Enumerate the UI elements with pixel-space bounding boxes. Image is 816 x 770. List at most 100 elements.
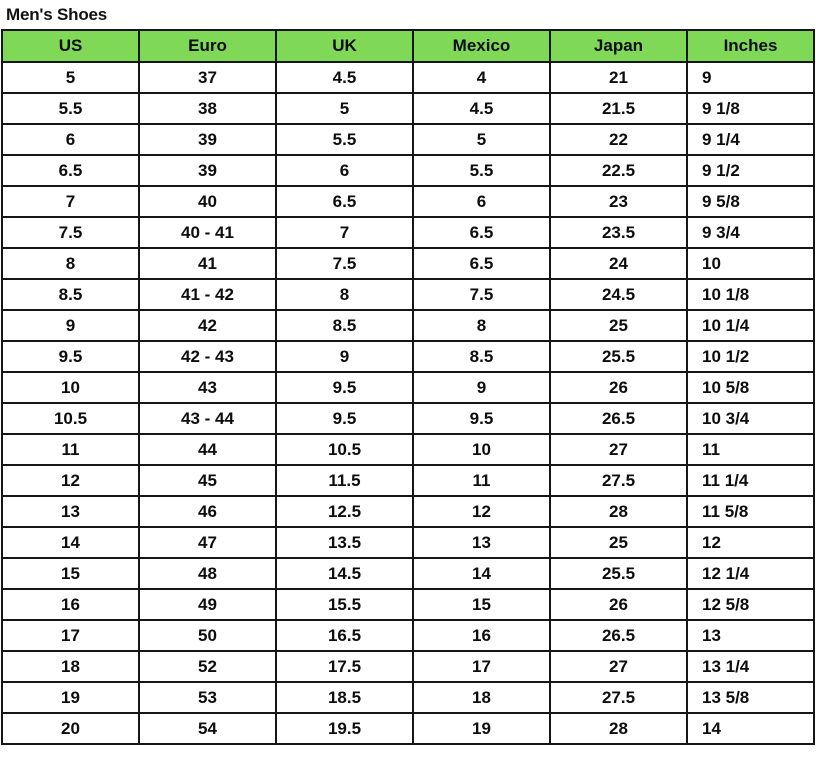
- cell-us: 16: [1, 588, 140, 621]
- cell-japan: 25.5: [549, 340, 688, 373]
- column-header-euro: Euro: [138, 29, 277, 63]
- cell-inches: 9: [686, 61, 815, 94]
- cell-japan: 24.5: [549, 278, 688, 311]
- cell-uk: 12.5: [275, 495, 414, 528]
- cell-mexico: 13: [412, 526, 551, 559]
- cell-uk: 9.5: [275, 402, 414, 435]
- cell-mexico: 4.5: [412, 92, 551, 125]
- cell-uk: 6.5: [275, 185, 414, 218]
- cell-uk: 10.5: [275, 433, 414, 466]
- cell-uk: 18.5: [275, 681, 414, 714]
- cell-mexico: 8.5: [412, 340, 551, 373]
- column-header-uk: UK: [275, 29, 414, 63]
- shoe-size-table: US Euro UK Mexico Japan Inches 5 37 4.5 4 21 9 5.5 3…: [1, 29, 815, 745]
- column-header-us: US: [1, 29, 140, 63]
- cell-uk: 11.5: [275, 464, 414, 497]
- cell-mexico: 7.5: [412, 278, 551, 311]
- cell-uk: 15.5: [275, 588, 414, 621]
- table-row: 13 46 12.5 12 28 11 5/8: [1, 495, 815, 528]
- cell-us: 17: [1, 619, 140, 652]
- cell-inches: 12 5/8: [686, 588, 815, 621]
- cell-us: 8.5: [1, 278, 140, 311]
- cell-euro: 49: [138, 588, 277, 621]
- table-row: 8 41 7.5 6.5 24 10: [1, 247, 815, 280]
- table-row: 6 39 5.5 5 22 9 1/4: [1, 123, 815, 156]
- cell-mexico: 5.5: [412, 154, 551, 187]
- cell-us: 7: [1, 185, 140, 218]
- cell-japan: 25: [549, 309, 688, 342]
- cell-mexico: 10: [412, 433, 551, 466]
- cell-us: 9.5: [1, 340, 140, 373]
- cell-us: 11: [1, 433, 140, 466]
- cell-mexico: 14: [412, 557, 551, 590]
- table-header: US Euro UK Mexico Japan Inches: [1, 29, 815, 63]
- cell-euro: 40: [138, 185, 277, 218]
- cell-us: 19: [1, 681, 140, 714]
- cell-us: 9: [1, 309, 140, 342]
- cell-uk: 13.5: [275, 526, 414, 559]
- cell-us: 8: [1, 247, 140, 280]
- cell-euro: 50: [138, 619, 277, 652]
- cell-us: 6.5: [1, 154, 140, 187]
- cell-mexico: 11: [412, 464, 551, 497]
- cell-japan: 23: [549, 185, 688, 218]
- cell-uk: 14.5: [275, 557, 414, 590]
- table-row: 8.5 41 - 42 8 7.5 24.5 10 1/8: [1, 278, 815, 311]
- cell-mexico: 5: [412, 123, 551, 156]
- cell-euro: 39: [138, 154, 277, 187]
- column-header-inches: Inches: [686, 29, 815, 63]
- cell-inches: 11 5/8: [686, 495, 815, 528]
- cell-japan: 26: [549, 371, 688, 404]
- cell-japan: 27: [549, 433, 688, 466]
- cell-mexico: 6: [412, 185, 551, 218]
- cell-us: 18: [1, 650, 140, 683]
- cell-uk: 7: [275, 216, 414, 249]
- cell-us: 7.5: [1, 216, 140, 249]
- cell-uk: 9: [275, 340, 414, 373]
- cell-japan: 26: [549, 588, 688, 621]
- cell-euro: 52: [138, 650, 277, 683]
- cell-euro: 46: [138, 495, 277, 528]
- table-row: 5.5 38 5 4.5 21.5 9 1/8: [1, 92, 815, 125]
- cell-euro: 41 - 42: [138, 278, 277, 311]
- table-row: 7 40 6.5 6 23 9 5/8: [1, 185, 815, 218]
- page-title: Men's Shoes: [6, 5, 108, 24]
- cell-euro: 43 - 44: [138, 402, 277, 435]
- cell-mexico: 9.5: [412, 402, 551, 435]
- cell-japan: 23.5: [549, 216, 688, 249]
- cell-uk: 9.5: [275, 371, 414, 404]
- cell-japan: 27.5: [549, 681, 688, 714]
- cell-japan: 28: [549, 712, 688, 745]
- cell-mexico: 17: [412, 650, 551, 683]
- cell-euro: 42: [138, 309, 277, 342]
- cell-us: 10: [1, 371, 140, 404]
- cell-us: 13: [1, 495, 140, 528]
- cell-uk: 19.5: [275, 712, 414, 745]
- table-header-row: US Euro UK Mexico Japan Inches: [1, 29, 815, 63]
- cell-uk: 17.5: [275, 650, 414, 683]
- cell-uk: 5.5: [275, 123, 414, 156]
- cell-inches: 13 1/4: [686, 650, 815, 683]
- cell-mexico: 16: [412, 619, 551, 652]
- cell-inches: 13 5/8: [686, 681, 815, 714]
- cell-japan: 22.5: [549, 154, 688, 187]
- cell-inches: 10 3/4: [686, 402, 815, 435]
- cell-us: 5: [1, 61, 140, 94]
- cell-inches: 10 1/8: [686, 278, 815, 311]
- cell-inches: 12 1/4: [686, 557, 815, 590]
- cell-euro: 40 - 41: [138, 216, 277, 249]
- cell-euro: 43: [138, 371, 277, 404]
- cell-japan: 22: [549, 123, 688, 156]
- cell-inches: 9 3/4: [686, 216, 815, 249]
- cell-us: 5.5: [1, 92, 140, 125]
- cell-euro: 54: [138, 712, 277, 745]
- table-row: 10 43 9.5 9 26 10 5/8: [1, 371, 815, 404]
- table-row: 7.5 40 - 41 7 6.5 23.5 9 3/4: [1, 216, 815, 249]
- column-header-japan: Japan: [549, 29, 688, 63]
- table-row: 17 50 16.5 16 26.5 13: [1, 619, 815, 652]
- cell-mexico: 12: [412, 495, 551, 528]
- cell-mexico: 15: [412, 588, 551, 621]
- cell-euro: 42 - 43: [138, 340, 277, 373]
- cell-euro: 45: [138, 464, 277, 497]
- cell-inches: 12: [686, 526, 815, 559]
